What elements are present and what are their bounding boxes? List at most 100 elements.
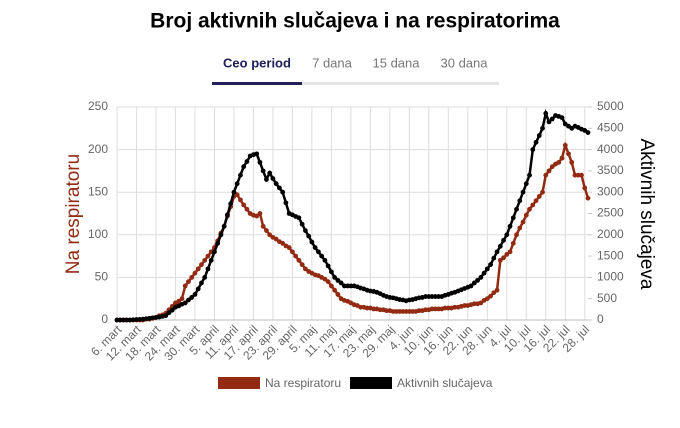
- point: [241, 164, 247, 170]
- point: [264, 228, 269, 233]
- tab[interactable]: 15 dana: [373, 55, 421, 70]
- point: [231, 189, 237, 195]
- y2-tick-label: 500: [597, 291, 617, 305]
- y2-tick-label: 2500: [597, 206, 624, 220]
- point: [280, 240, 286, 246]
- point: [215, 240, 221, 246]
- point: [530, 202, 536, 208]
- point: [510, 240, 516, 246]
- point: [257, 211, 263, 216]
- point: [579, 172, 584, 178]
- point: [267, 232, 273, 238]
- tab[interactable]: 30 dana: [441, 55, 489, 70]
- point: [494, 287, 500, 293]
- point: [257, 159, 263, 165]
- point: [497, 243, 503, 249]
- point: [264, 177, 269, 182]
- point: [306, 233, 312, 239]
- y-tick-label: 250: [88, 99, 108, 113]
- point: [182, 300, 188, 306]
- point: [328, 283, 334, 289]
- y2-axis-title: Aktivnih slučajeva: [636, 138, 657, 289]
- point: [267, 170, 273, 176]
- point: [517, 225, 523, 231]
- tab[interactable]: 7 dana: [312, 55, 353, 70]
- y-tick-label: 50: [95, 270, 109, 284]
- y2-tick-label: 0: [597, 312, 604, 326]
- point: [510, 215, 516, 221]
- point: [566, 151, 571, 157]
- legend-label: Na respiratoru: [265, 376, 341, 390]
- point: [163, 313, 169, 319]
- point: [244, 206, 250, 212]
- y2-tick-label: 4500: [597, 120, 624, 134]
- point: [527, 206, 532, 212]
- point: [497, 257, 503, 263]
- point: [202, 257, 208, 263]
- point: [523, 212, 529, 218]
- point: [322, 257, 328, 263]
- point: [536, 194, 542, 199]
- point: [319, 253, 325, 259]
- point: [179, 296, 185, 302]
- point: [520, 219, 526, 225]
- point: [241, 202, 247, 208]
- point: [166, 310, 172, 316]
- point: [533, 198, 539, 204]
- chart-title: Broj aktivnih slučajeva i na respiratori…: [150, 10, 560, 33]
- point: [176, 298, 182, 304]
- point: [277, 185, 282, 191]
- point: [582, 185, 588, 191]
- point: [254, 151, 260, 157]
- point: [234, 181, 240, 187]
- point: [205, 253, 211, 259]
- point: [186, 279, 191, 285]
- point: [283, 200, 289, 206]
- point: [556, 159, 562, 165]
- point: [280, 189, 286, 195]
- point: [332, 275, 338, 280]
- point: [328, 269, 334, 275]
- point: [471, 280, 477, 286]
- point: [315, 249, 321, 255]
- point: [540, 189, 545, 195]
- point: [530, 147, 536, 153]
- y2-tick-label: 2000: [597, 227, 624, 241]
- y-tick-label: 150: [88, 184, 108, 198]
- point: [195, 266, 201, 272]
- tab[interactable]: Ceo period: [223, 55, 291, 70]
- point: [520, 189, 526, 195]
- point: [238, 172, 243, 178]
- y2-tick-label: 5000: [597, 99, 624, 113]
- point: [286, 245, 292, 250]
- point: [273, 181, 279, 187]
- point: [169, 307, 175, 313]
- point: [507, 223, 513, 229]
- legend-swatch: [350, 377, 392, 389]
- legend-swatch: [218, 377, 260, 389]
- point: [299, 221, 305, 227]
- legend-label: Aktivnih slučajeva: [397, 376, 493, 390]
- point: [546, 119, 552, 125]
- point: [488, 262, 493, 268]
- point: [481, 270, 487, 276]
- point: [562, 142, 568, 148]
- point: [332, 287, 338, 293]
- point: [543, 110, 549, 116]
- y-tick-label: 100: [88, 227, 108, 241]
- point: [225, 212, 230, 218]
- point: [491, 290, 497, 296]
- point: [182, 283, 188, 289]
- point: [325, 263, 331, 269]
- point: [514, 206, 519, 212]
- point: [478, 275, 484, 280]
- point: [546, 168, 552, 174]
- point: [468, 283, 474, 289]
- point: [299, 262, 305, 268]
- y2-tick-label: 3000: [597, 184, 624, 198]
- point: [585, 130, 591, 135]
- tab-track: [212, 82, 499, 85]
- point: [221, 223, 227, 229]
- point: [325, 279, 331, 285]
